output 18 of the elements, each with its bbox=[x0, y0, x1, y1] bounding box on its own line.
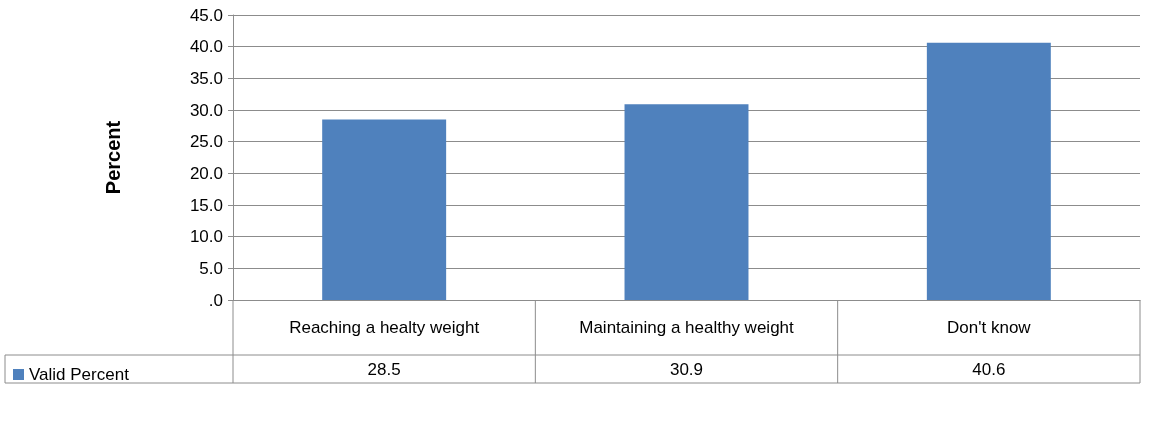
x-tick-label: Reaching a healty weight bbox=[289, 318, 480, 337]
y-tick-label: 35.0 bbox=[189, 68, 223, 88]
data-label: 40.6 bbox=[972, 359, 1006, 379]
x-tick-label: Maintaining a healthy weight bbox=[579, 318, 795, 337]
y-tick-label: 10.0 bbox=[189, 227, 223, 247]
y-tick-label: 20.0 bbox=[189, 163, 223, 183]
legend-label: Valid Percent bbox=[29, 365, 130, 384]
y-tick-label: 40.0 bbox=[189, 37, 223, 57]
y-tick-label: 15.0 bbox=[189, 195, 223, 215]
x-tick-label: Don't know bbox=[947, 318, 1032, 337]
y-tick-label: 30.0 bbox=[189, 100, 223, 120]
y-tick-label: 25.0 bbox=[189, 132, 223, 152]
y-tick-label: .0 bbox=[208, 290, 223, 310]
y-tick-label: 5.0 bbox=[199, 258, 223, 278]
y-axis-title: Percent bbox=[102, 120, 124, 195]
y-tick-label: 45.0 bbox=[189, 5, 223, 25]
data-label: 30.9 bbox=[669, 359, 704, 379]
data-label: 28.5 bbox=[367, 359, 401, 379]
